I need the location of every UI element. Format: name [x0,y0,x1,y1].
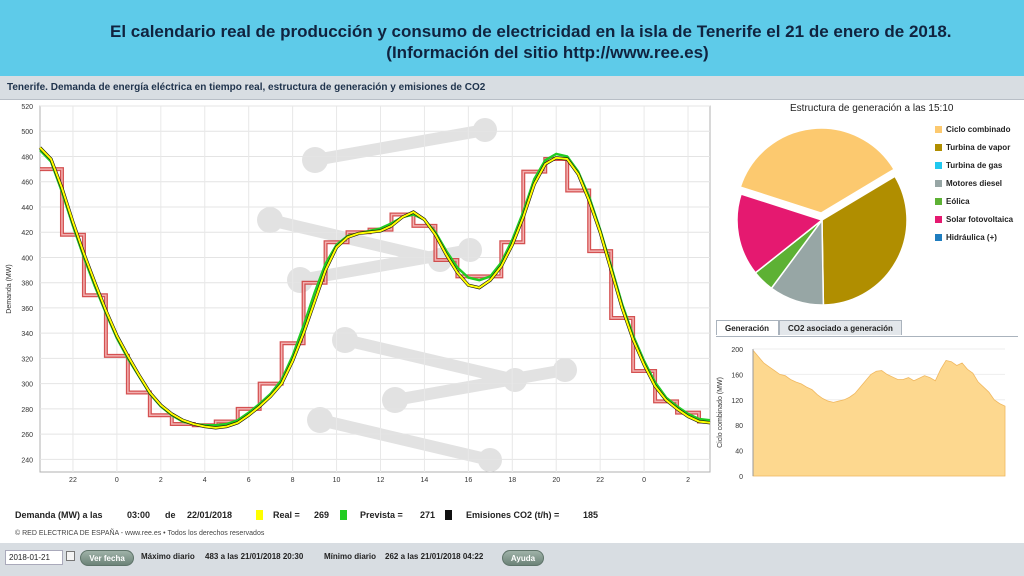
banner-subtitle: (Información del sitio http://www.ree.es… [386,43,709,62]
tab-co2[interactable]: CO2 asociado a generación [779,320,902,335]
legend-swatch [935,216,942,223]
legend-label: Ciclo combinado [946,125,1011,134]
readout-de: de [165,510,176,520]
readout-forecast-value: 271 [420,510,436,520]
readout-emissions-label: Emisiones CO2 (t/h) = [466,510,560,520]
x-tick-label: 6 [247,477,251,484]
readout-real-value: 269 [314,510,330,520]
x-tick-label: 2 [159,477,163,484]
copyright: © RED ELECTRICA DE ESPAÑA - www.ree.es •… [15,530,265,537]
y-axis-label: Demanda (MW) [6,264,13,313]
x-tick-label: 16 [464,477,472,484]
legend-label: Hidráulica (+) [946,233,997,242]
legend-label: Turbina de gas [946,161,1003,170]
legend-swatch [935,144,942,151]
readout-forecast-label: Prevista = [360,510,403,520]
y-tick-label: 420 [21,230,33,237]
y-tick-label: 280 [21,407,33,414]
panel-header: Tenerife. Demanda de energía eléctrica e… [0,76,1024,100]
readout-time: 03:00 [127,510,151,520]
y-tick-label: 500 [21,129,33,136]
main-panel: Tenerife. Demanda de energía eléctrica e… [0,76,1024,543]
mini-y-tick-label: 120 [731,398,743,405]
y-tick-label: 320 [21,356,33,363]
legend-swatch [935,234,942,241]
readout-date: 22/01/2018 [187,510,233,520]
legend-swatch [935,198,942,205]
y-tick-label: 300 [21,382,33,389]
readout-emissions-value: 185 [583,510,599,520]
calendar-icon[interactable] [66,551,75,561]
x-tick-label: 12 [377,477,385,484]
banner-title: El calendario real de producción y consu… [110,22,952,41]
x-tick-label: 14 [421,477,429,484]
x-tick-label: 10 [333,477,341,484]
mini-y-axis-label: Ciclo combinado (MW) [717,377,724,448]
readout-bar: Demanda (MW) a las 03:00 de 22/01/2018 R… [15,510,715,526]
legend-swatch [935,162,942,169]
mini-y-tick-label: 160 [731,372,743,379]
x-tick-label: 0 [115,477,119,484]
help-button[interactable]: Ayuda [502,550,544,566]
x-tick-label: 2 [686,477,690,484]
emissions-color-swatch [445,510,452,520]
y-tick-label: 480 [21,154,33,161]
y-tick-label: 240 [21,457,33,464]
readout-demand-label: Demanda (MW) a las [15,510,103,520]
tab-generacion[interactable]: Generación [716,320,779,335]
legend-swatch [935,126,942,133]
legend-label: Solar fotovoltaica [946,215,1014,224]
real-color-swatch [256,510,263,520]
mini-y-tick-label: 200 [731,347,743,354]
pie-slice [739,127,896,214]
y-tick-label: 400 [21,255,33,262]
panel-title: Tenerife. Demanda de energía eléctrica e… [7,82,486,93]
x-tick-label: 22 [596,477,604,484]
pie-slice [821,175,908,306]
min-value: 262 a las 21/01/2018 04:22 [385,552,484,561]
legend-label: Eólica [946,197,970,206]
generation-pie-chart[interactable] [730,120,930,310]
tab-divider [716,336,1018,337]
forecast-color-swatch [340,510,347,520]
legend-label: Motores diesel [946,179,1003,188]
mini-y-tick-label: 0 [739,474,743,481]
readout-real-label: Real = [273,510,300,520]
mini-y-tick-label: 40 [735,449,743,456]
y-tick-label: 460 [21,180,33,187]
min-label: Mínimo diario [324,552,376,561]
y-tick-label: 260 [21,432,33,439]
x-tick-label: 22 [69,477,77,484]
mini-y-tick-label: 80 [735,423,743,430]
view-date-button[interactable]: Ver fecha [80,550,134,566]
max-label: Máximo diario [141,552,195,561]
date-input[interactable] [5,550,63,565]
pie-title: Estructura de generación a las 15:10 [790,103,954,114]
y-tick-label: 520 [21,104,33,111]
ciclo-combinado-chart[interactable]: 0 40 80 120 160 200 Ciclo combinado (MW) [713,340,1013,485]
y-tick-label: 360 [21,306,33,313]
real-line [39,146,711,429]
pie-slice [736,193,824,274]
legend-swatch [935,180,942,187]
x-tick-label: 20 [552,477,560,484]
y-tick-label: 380 [21,281,33,288]
background-watermark-icon [257,118,577,472]
x-tick-label: 0 [642,477,646,484]
x-tick-label: 18 [508,477,516,484]
max-value: 483 a las 21/01/2018 20:30 [205,552,304,561]
x-tick-label: 4 [203,477,207,484]
y-tick-label: 340 [21,331,33,338]
y-tick-label: 440 [21,205,33,212]
banner: El calendario real de producción y consu… [0,0,1024,74]
demand-chart[interactable]: 2402602803003203403603804004204404604805… [0,100,712,510]
legend-label: Turbina de vapor [946,143,1011,152]
mini-area [752,349,1006,477]
x-tick-label: 8 [291,477,295,484]
